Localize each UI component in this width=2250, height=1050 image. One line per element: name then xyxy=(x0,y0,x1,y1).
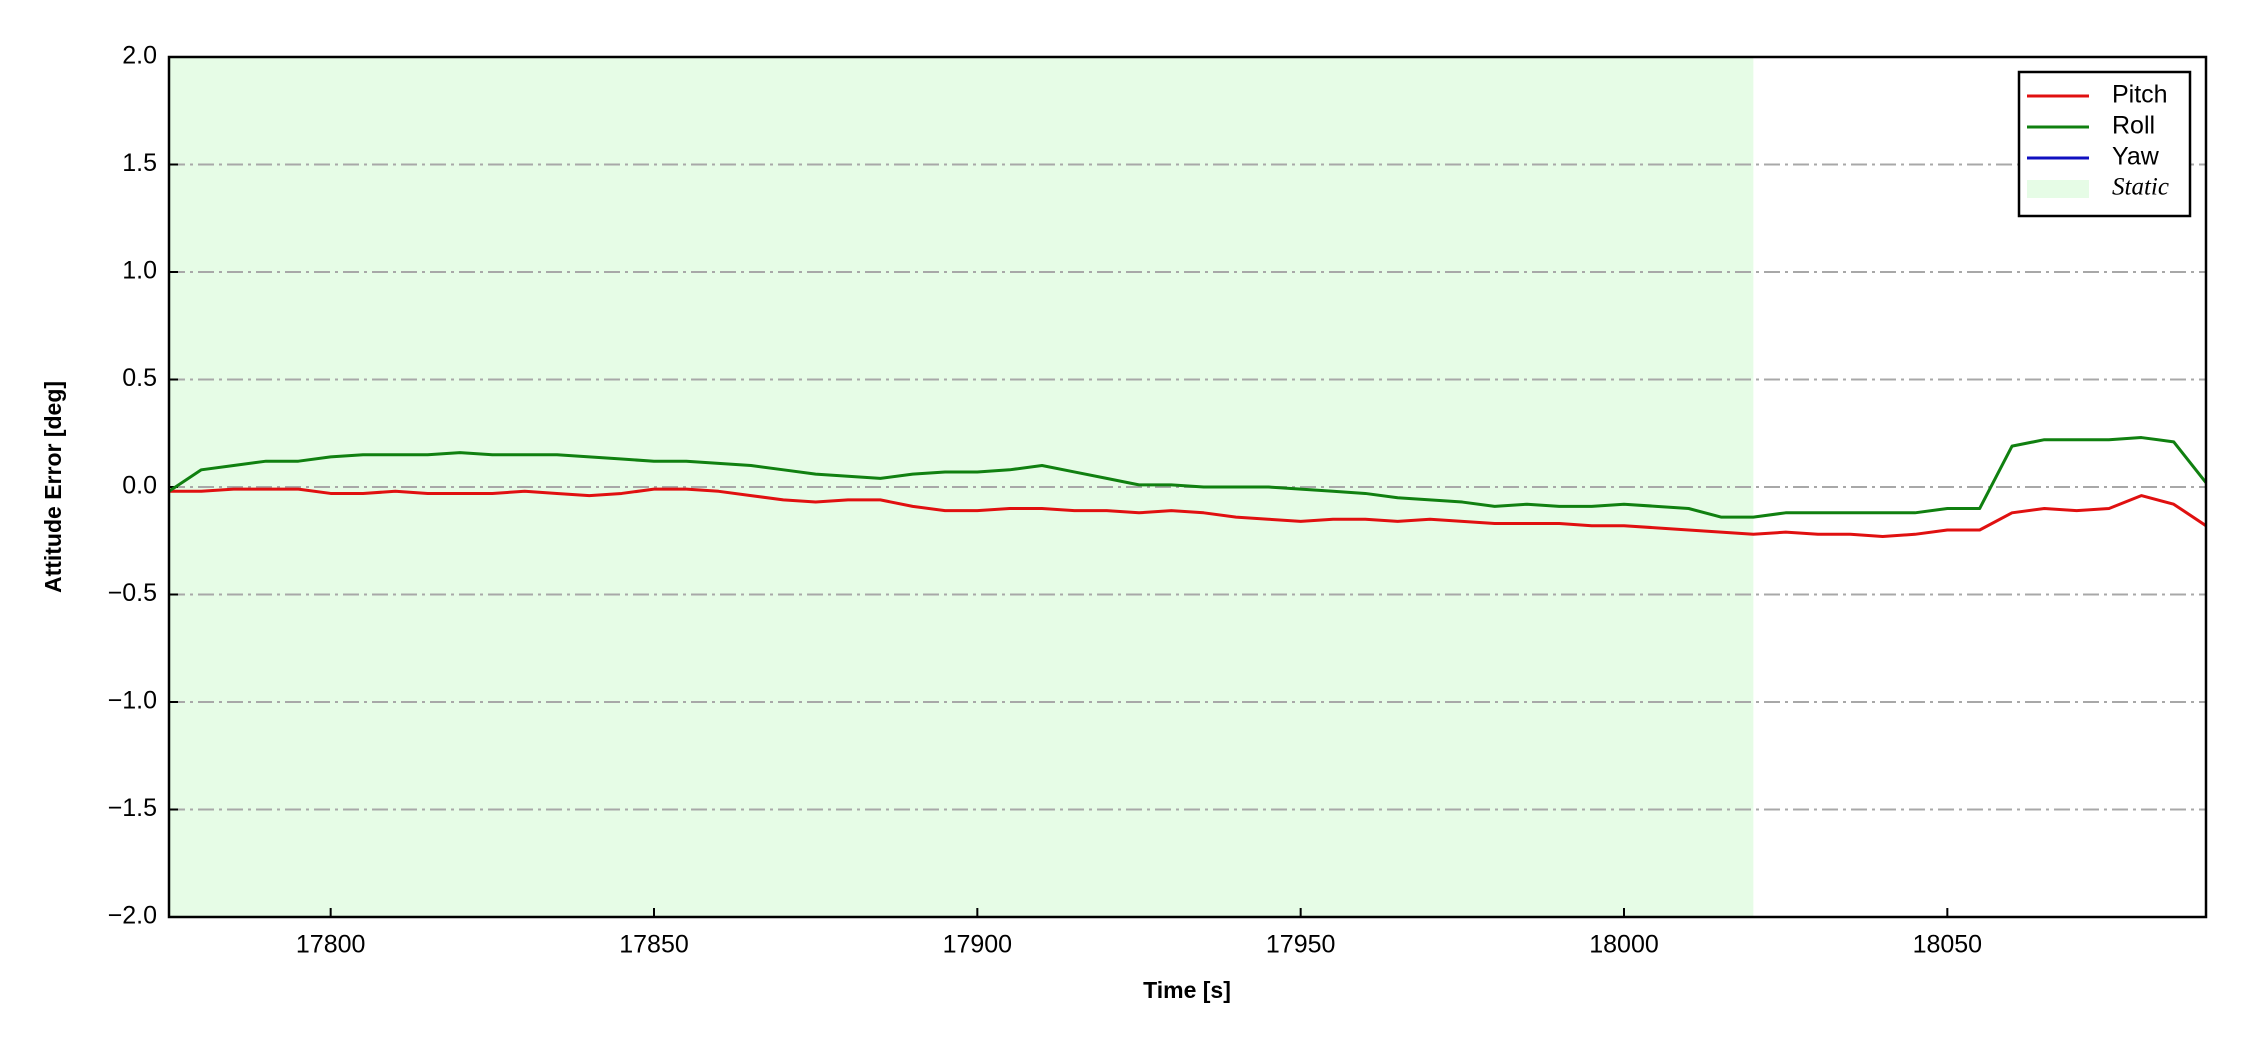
y-tick-label: 2.0 xyxy=(122,42,157,70)
x-tick-label: 17850 xyxy=(619,931,689,959)
y-tick-label: 1.5 xyxy=(122,149,157,177)
y-tick-label: −0.5 xyxy=(108,579,157,607)
y-tick-label: −1.5 xyxy=(108,794,157,822)
legend-patch xyxy=(2027,180,2089,198)
x-tick-label: 17900 xyxy=(943,931,1013,959)
x-tick-label: 17950 xyxy=(1266,931,1336,959)
series-line xyxy=(169,436,2206,519)
y-tick-label: −2.0 xyxy=(108,902,157,930)
x-axis-label: Time [s] xyxy=(1143,977,1231,1003)
legend-label: Pitch xyxy=(2112,81,2168,109)
legend-label: Roll xyxy=(2112,112,2155,140)
y-tick-label: 0.5 xyxy=(122,364,157,392)
x-tick-label: 18050 xyxy=(1913,931,1983,959)
x-tick-label: 17800 xyxy=(296,931,366,959)
y-tick-label: 0.0 xyxy=(122,472,157,500)
legend-label: Static xyxy=(2112,174,2169,201)
y-tick-label: 1.0 xyxy=(122,257,157,285)
series-line xyxy=(169,487,2206,538)
plot-frame xyxy=(167,55,2208,919)
y-tick-label: −1.0 xyxy=(108,687,157,715)
legend-label: Yaw xyxy=(2112,143,2160,171)
x-tick-label: 18000 xyxy=(1589,931,1659,959)
y-axis-label: Attitude Error [deg] xyxy=(40,381,66,593)
